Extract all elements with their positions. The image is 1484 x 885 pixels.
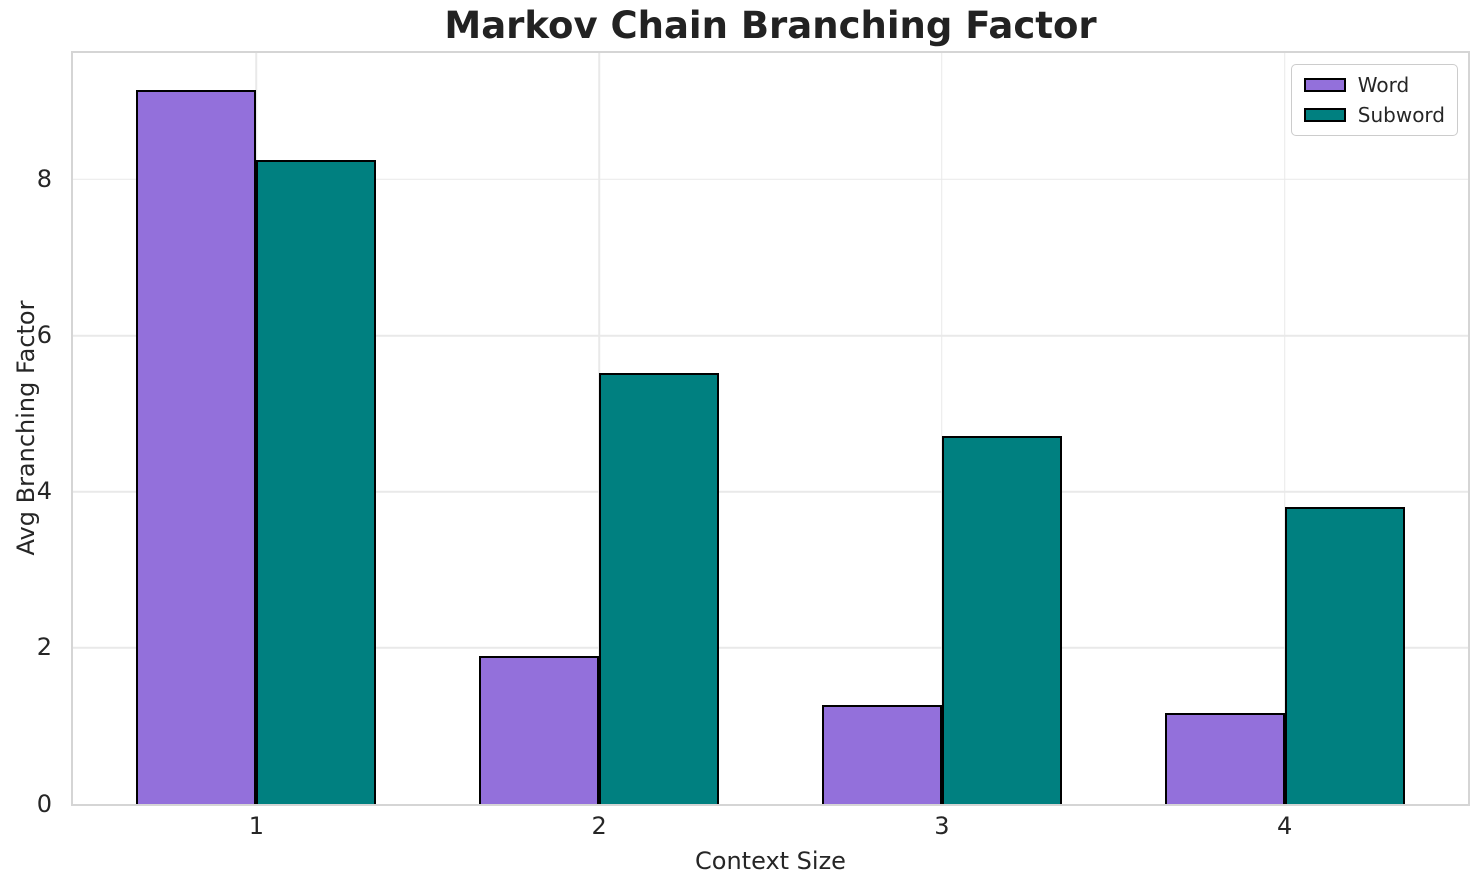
plot-area: Word Subword <box>71 51 1470 806</box>
x-tick-label: 2 <box>591 812 607 840</box>
bar-subword-3 <box>941 435 1062 804</box>
legend: Word Subword <box>1290 64 1458 136</box>
bar-word-4 <box>1164 712 1285 804</box>
y-tick-label: 2 <box>36 633 52 662</box>
legend-item-word: Word <box>1303 73 1445 97</box>
bar-word-3 <box>821 704 942 804</box>
x-tick-label: 1 <box>248 812 264 840</box>
y-tick-label: 0 <box>36 789 52 818</box>
h-gridline <box>73 334 1468 337</box>
legend-label-word: Word <box>1357 73 1410 97</box>
bar-subword-4 <box>1284 506 1405 804</box>
legend-swatch-word <box>1303 78 1346 92</box>
bar-word-1 <box>136 89 257 804</box>
x-tick-label: 4 <box>1276 812 1293 840</box>
legend-item-subword: Subword <box>1303 103 1445 127</box>
x-axis-label: Context Size <box>695 847 846 875</box>
h-gridline <box>73 490 1468 493</box>
y-axis-ticks: 0 2 4 6 8 <box>0 53 62 817</box>
bar-word-2 <box>479 655 600 804</box>
bar-subword-2 <box>599 373 720 804</box>
legend-label-subword: Subword <box>1357 103 1445 127</box>
v-gridline <box>1283 53 1286 804</box>
legend-swatch-subword <box>1303 108 1346 122</box>
chart-title: Markov Chain Branching Factor <box>444 4 1097 47</box>
y-tick-label: 8 <box>36 165 52 194</box>
v-gridline <box>941 53 943 804</box>
h-gridline <box>73 178 1468 181</box>
bar-subword-1 <box>256 159 377 804</box>
h-gridline <box>73 647 1468 649</box>
x-axis-ticks: 1 2 3 4 <box>73 813 1468 845</box>
y-tick-label: 4 <box>36 477 52 506</box>
x-tick-label: 3 <box>934 812 950 840</box>
y-tick-label: 6 <box>36 321 52 350</box>
